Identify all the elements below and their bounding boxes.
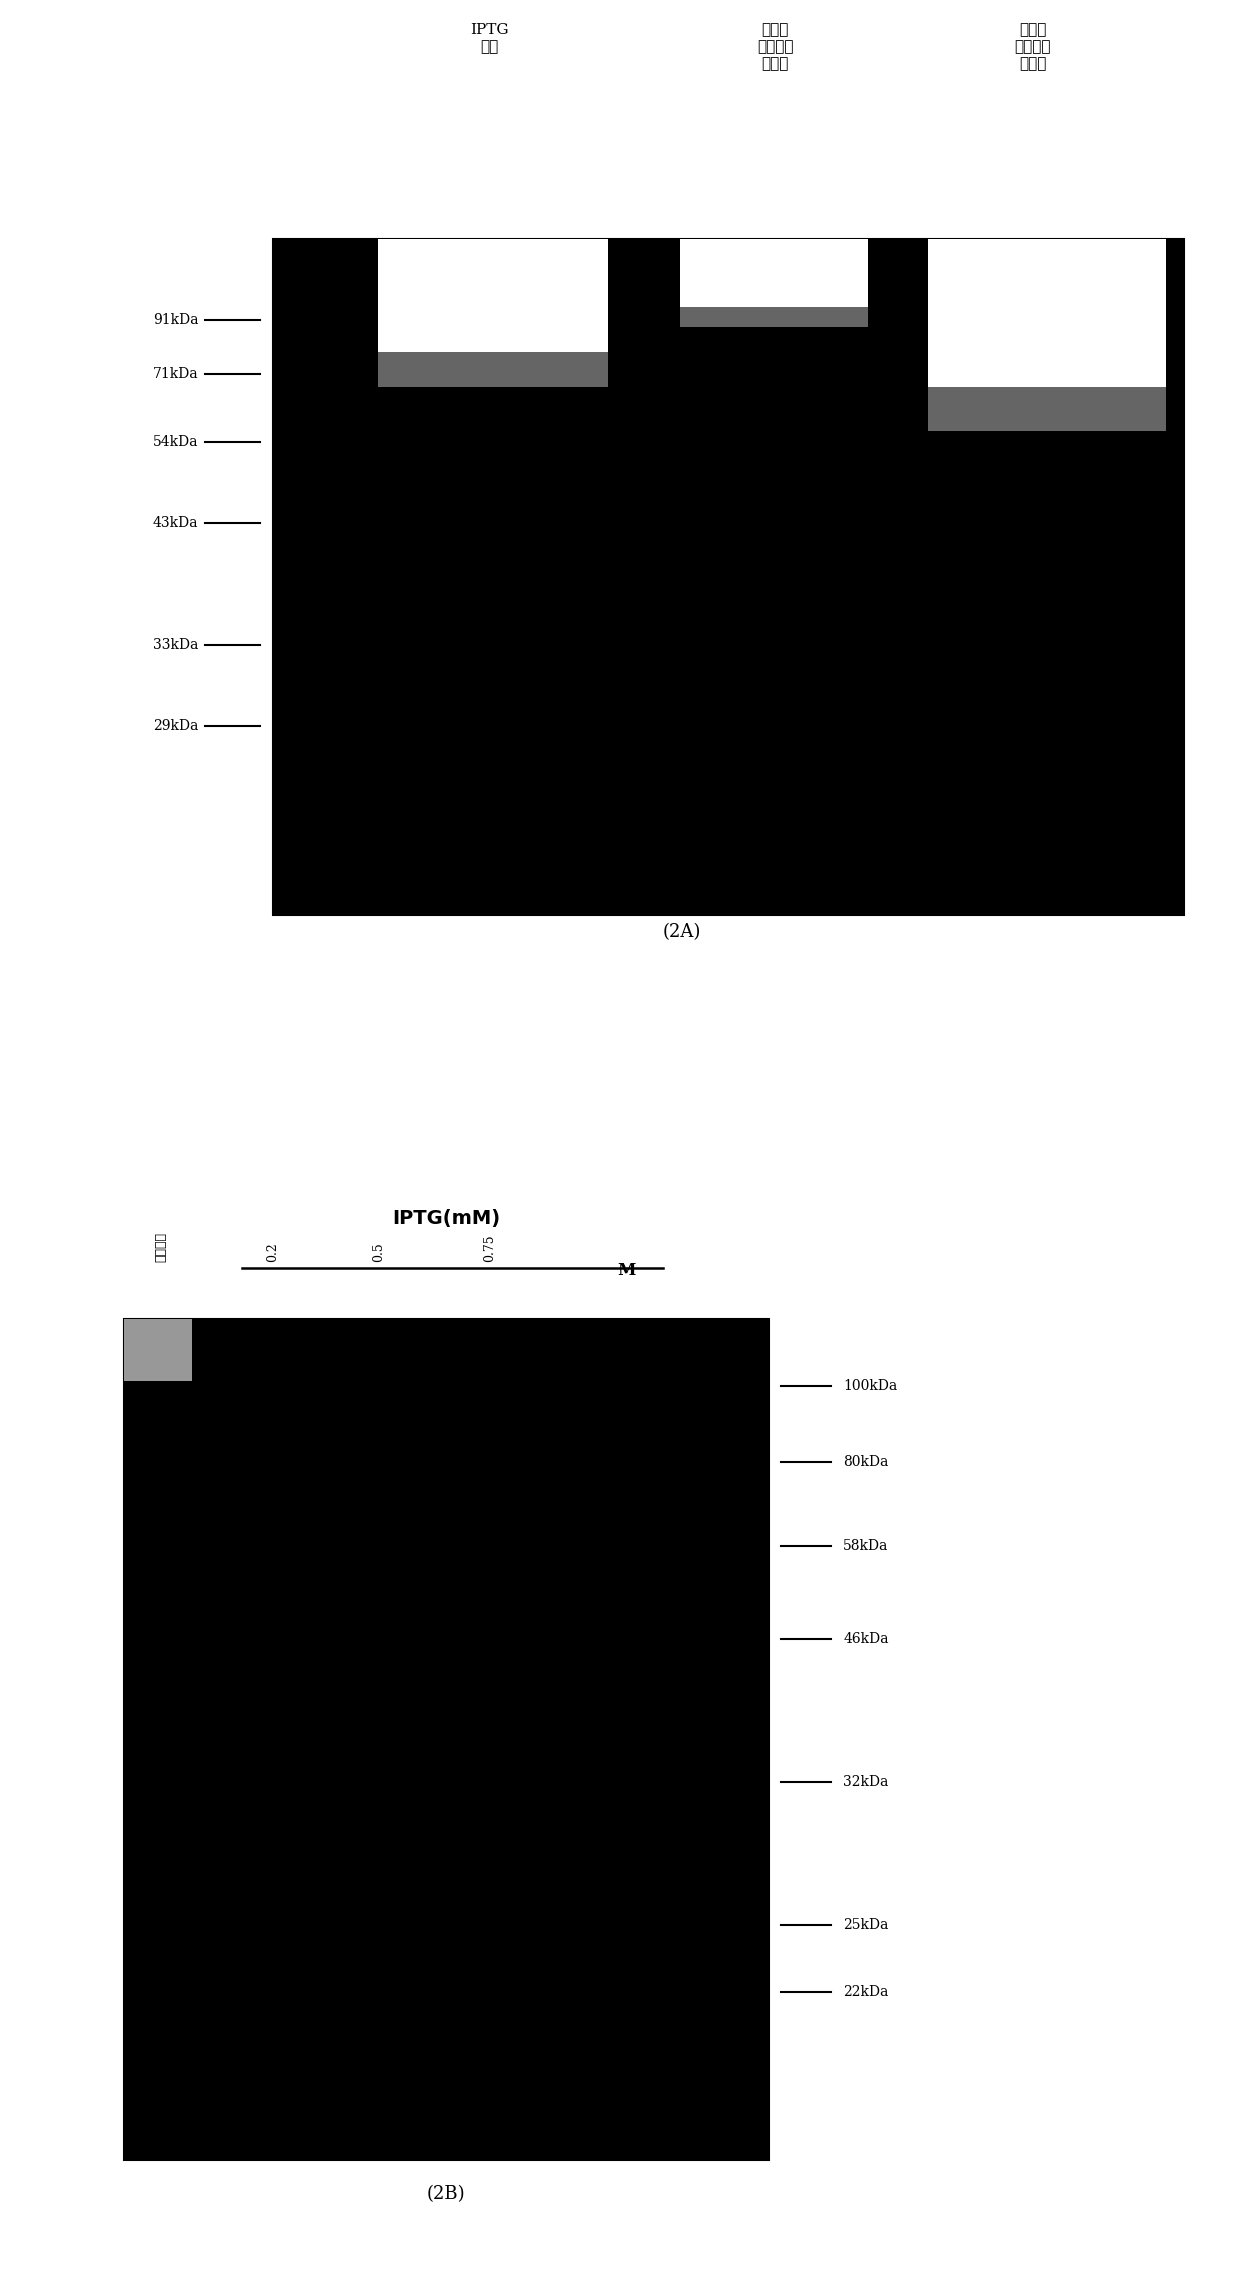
Text: 29kDa: 29kDa (153, 719, 198, 732)
Bar (928, 239, 1166, 387)
Text: 100kDa: 100kDa (843, 1380, 898, 1394)
Text: 46kDa: 46kDa (843, 1633, 889, 1646)
Text: 0.75mM: 0.75mM (525, 860, 537, 910)
Text: 0.2: 0.2 (267, 1242, 279, 1262)
Text: 0.2mM: 0.2mM (939, 869, 951, 910)
Text: 80kDa: 80kDa (843, 1455, 889, 1469)
Text: 91kDa: 91kDa (153, 314, 198, 327)
Bar (680, 239, 868, 307)
Text: 标记物: 标记物 (613, 889, 625, 910)
Text: 43kDa: 43kDa (153, 516, 198, 530)
Text: 0.75mM: 0.75mM (1060, 860, 1073, 910)
Text: 58kDa: 58kDa (843, 1539, 889, 1553)
Text: 诱导的
裂解后的
沉淀物: 诱导的 裂解后的 沉淀物 (756, 23, 794, 70)
Text: 54kDa: 54kDa (153, 434, 198, 448)
Text: 0.2mM: 0.2mM (701, 869, 713, 910)
Bar (378, 239, 608, 352)
FancyBboxPatch shape (124, 1319, 192, 1380)
Bar (273, 239, 1184, 914)
Text: 0.5mM: 0.5mM (758, 869, 770, 910)
Text: M: M (618, 1262, 635, 1278)
Text: 22kDa: 22kDa (843, 1985, 889, 1999)
Text: 32kDa: 32kDa (843, 1774, 889, 1790)
Bar (124, 1319, 769, 2160)
Text: 未诱导的: 未诱导的 (155, 1233, 167, 1262)
Text: 0.2mM: 0.2mM (403, 869, 415, 910)
Text: 0.5mM: 0.5mM (463, 869, 475, 910)
Text: 25kDa: 25kDa (843, 1917, 889, 1931)
Text: IPTG(mM): IPTG(mM) (392, 1210, 501, 1228)
Text: (2B): (2B) (427, 2185, 466, 2204)
Text: (2A): (2A) (663, 923, 701, 941)
Bar (680, 307, 868, 327)
Bar (928, 387, 1166, 432)
Text: 71kDa: 71kDa (153, 366, 198, 382)
Text: 0.75: 0.75 (484, 1235, 496, 1262)
Text: 0.5mM: 0.5mM (998, 869, 1011, 910)
Text: 0.5: 0.5 (372, 1242, 384, 1262)
Text: 0.75mM: 0.75mM (817, 860, 830, 910)
Text: 未诱导的: 未诱导的 (298, 882, 310, 910)
Text: 33kDa: 33kDa (153, 637, 198, 653)
Text: 诱导的
裂解后的
裂解物: 诱导的 裂解后的 裂解物 (1014, 23, 1052, 70)
Text: IPTG
诱导: IPTG 诱导 (470, 23, 510, 55)
Bar (378, 352, 608, 387)
